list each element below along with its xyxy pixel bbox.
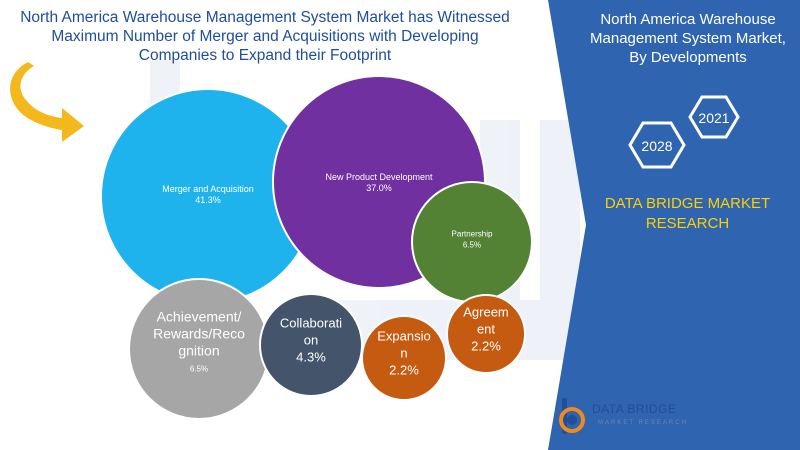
- chart-title: North America Warehouse Management Syste…: [10, 8, 520, 65]
- bubble-label-collaborati-on: Collaborati on 4.3%: [280, 316, 342, 365]
- bubble-collaborati-on: [259, 293, 363, 397]
- bubble-value: 2.2%: [471, 339, 501, 354]
- bubble-value: 37.0%: [366, 183, 392, 193]
- bubble-value: 6.5%: [463, 241, 481, 250]
- side-panel-title-line: North America Warehouse: [600, 11, 776, 28]
- year-label-2028: 2028: [641, 138, 672, 154]
- bubble-chart: Merger and Acquisition 41.3% New Product D…: [100, 75, 533, 420]
- data-bridge-logo-icon: [559, 398, 585, 434]
- bubble-value: 2.2%: [389, 363, 419, 378]
- bubble-label-new-product-development: New Product Development 37.0%: [325, 172, 433, 193]
- year-hexagon-2028: [628, 121, 686, 169]
- logo-subtitle: MARKET RESEARCH: [598, 420, 688, 426]
- brand-name: DATA BRIDGE MARKET RESEARCH: [600, 194, 775, 234]
- year-hexagon-2021: [688, 95, 740, 139]
- chart-title-line: Maximum Number of Merger and Acquisition…: [51, 28, 479, 45]
- bubble-label-expansio-n: Expansio n 2.2%: [377, 329, 430, 378]
- bubble-value: 4.3%: [296, 350, 326, 365]
- logo-name: DATA BRIDGE: [592, 402, 677, 416]
- side-panel-title-line: By Developments: [629, 49, 747, 66]
- bubble-label-agreem-ent: Agreem ent 2.2%: [463, 305, 509, 354]
- bubble-label-achievement-rewards-reco-gnition: Achievement/Rewards/Reco gnition 6.5%: [153, 309, 245, 374]
- year-label-2021: 2021: [698, 110, 729, 126]
- bubble-value: 6.5%: [190, 364, 208, 373]
- bubble-expansio-n: [361, 315, 447, 401]
- bubble-label-merger-and-acquisition: Merger and Acquisition 41.3%: [162, 184, 254, 205]
- chart-title-line: Companies to Expand their Footprint: [138, 47, 392, 64]
- brand-name-line: DATA BRIDGE MARKET: [604, 195, 771, 212]
- brand-name-line: RESEARCH: [645, 215, 730, 232]
- bubble-value: 41.3%: [195, 195, 221, 205]
- side-panel-title-line: Management System Market,: [590, 30, 786, 47]
- bubble-label-partnership: Partnership 6.5%: [452, 230, 493, 250]
- chart-title-line: North America Warehouse Management Syste…: [20, 9, 510, 26]
- curved-arrow-icon: [10, 62, 85, 142]
- bubble-agreem-ent: [446, 294, 526, 374]
- side-panel-title: North America Warehouse Management Syste…: [588, 10, 788, 67]
